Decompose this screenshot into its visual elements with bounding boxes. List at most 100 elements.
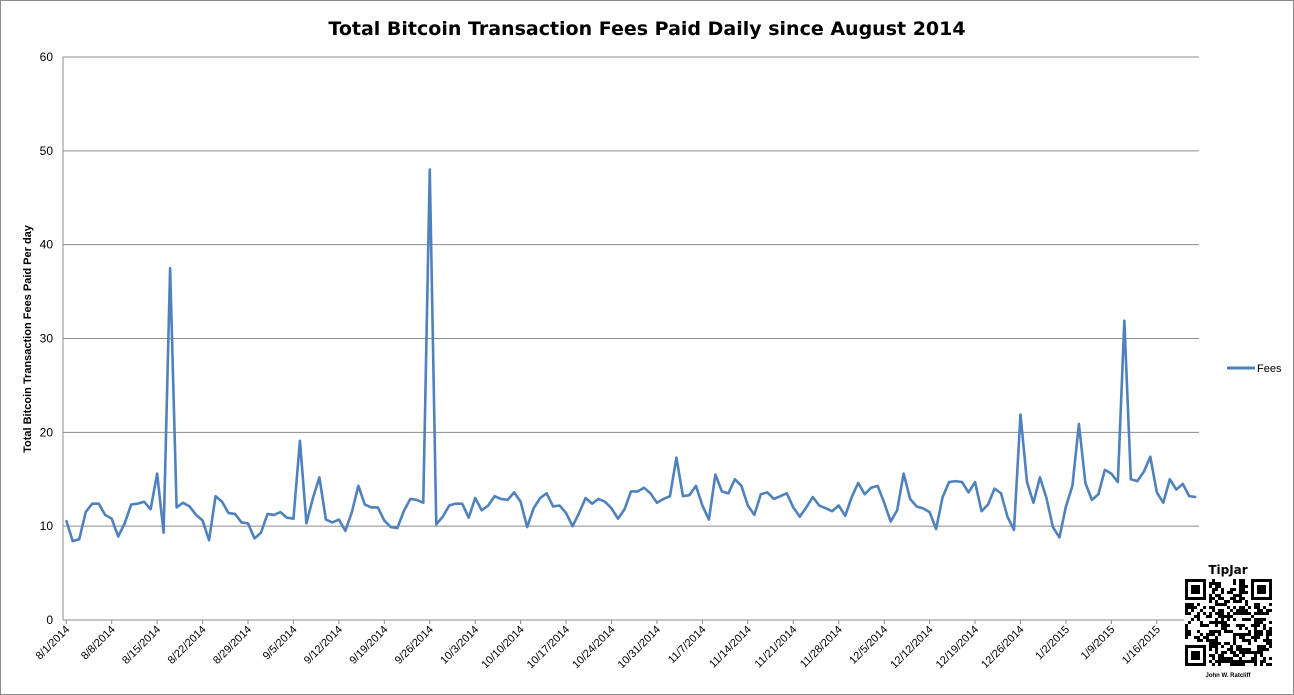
- data-point: [734, 478, 736, 481]
- x-tick-label: 1/2/2015: [1033, 624, 1072, 663]
- x-tick-label: 11/28/2014: [798, 624, 845, 671]
- data-point: [701, 504, 704, 507]
- qr-module: [1254, 651, 1257, 654]
- y-tick-label: 10: [40, 519, 54, 533]
- qr-module: [1239, 606, 1242, 609]
- qr-module: [1266, 642, 1269, 645]
- data-point: [351, 511, 353, 513]
- qr-module: [1215, 639, 1218, 642]
- x-tick-label: 1/9/2015: [1079, 624, 1118, 663]
- qr-module: [1188, 630, 1191, 633]
- qr-module: [1227, 591, 1230, 594]
- data-point: [1181, 483, 1184, 485]
- qr-module: [1239, 612, 1242, 615]
- data-point: [1091, 499, 1093, 501]
- data-point: [1045, 497, 1048, 499]
- qr-module: [1236, 633, 1239, 636]
- qr-module: [1245, 639, 1248, 642]
- qr-module: [1263, 639, 1266, 642]
- data-point: [980, 510, 983, 512]
- qr-finder-core: [1191, 585, 1200, 594]
- qr-module: [1227, 624, 1230, 627]
- qr-module: [1242, 648, 1245, 651]
- qr-module: [1209, 660, 1212, 663]
- qr-module: [1236, 663, 1239, 666]
- data-point: [597, 498, 600, 500]
- qr-module: [1215, 645, 1218, 648]
- qr-module: [1239, 588, 1242, 591]
- qr-module: [1263, 618, 1266, 621]
- data-point: [441, 515, 444, 518]
- qr-module: [1212, 579, 1215, 582]
- qr-module: [1233, 639, 1236, 642]
- qr-module: [1218, 585, 1221, 588]
- data-point: [273, 514, 275, 516]
- qr-module: [1263, 645, 1266, 648]
- data-point: [448, 504, 451, 507]
- qr-module: [1245, 627, 1248, 630]
- qr-module: [1266, 612, 1269, 615]
- qr-module: [1248, 648, 1251, 651]
- data-point: [656, 501, 658, 504]
- qr-module: [1239, 660, 1242, 663]
- data-point: [84, 511, 87, 513]
- qr-module: [1242, 612, 1245, 615]
- qr-module: [1239, 648, 1242, 651]
- data-point: [558, 504, 561, 507]
- qr-module: [1266, 630, 1269, 633]
- data-point: [941, 496, 944, 498]
- qr-module: [1248, 660, 1251, 663]
- data-point: [136, 502, 139, 505]
- qr-module: [1242, 663, 1245, 666]
- data-point: [422, 501, 425, 504]
- data-point: [760, 493, 762, 496]
- data-point: [188, 505, 191, 508]
- qr-module: [1188, 621, 1191, 624]
- data-point: [785, 492, 788, 495]
- qr-module: [1209, 594, 1212, 597]
- data-point: [130, 503, 132, 506]
- qr-module: [1215, 624, 1218, 627]
- qr-module: [1221, 609, 1224, 612]
- data-point: [1188, 495, 1191, 497]
- qr-module: [1230, 651, 1233, 654]
- qr-module: [1254, 618, 1257, 621]
- data-point: [682, 495, 684, 497]
- qr-module: [1269, 642, 1272, 645]
- qr-module: [1242, 660, 1245, 663]
- qr-module: [1236, 594, 1239, 597]
- qr-module: [1230, 591, 1233, 594]
- qr-module: [1224, 657, 1227, 660]
- data-point: [415, 499, 418, 501]
- data-point: [487, 504, 489, 507]
- data-point: [961, 481, 963, 483]
- qr-module: [1236, 612, 1239, 615]
- qr-module: [1221, 660, 1224, 663]
- qr-module: [1215, 642, 1218, 645]
- qr-module: [1230, 648, 1233, 651]
- qr-module: [1248, 639, 1251, 642]
- qr-module: [1230, 609, 1233, 612]
- qr-module: [1257, 636, 1260, 639]
- qr-module: [1254, 624, 1257, 627]
- x-tick-label: 10/31/2014: [616, 624, 663, 671]
- qr-module: [1221, 627, 1224, 630]
- qr-module: [1218, 621, 1221, 624]
- qr-module: [1245, 600, 1248, 603]
- qr-module: [1257, 621, 1260, 624]
- qr-module: [1239, 579, 1242, 582]
- qr-module: [1242, 606, 1245, 609]
- data-point: [922, 507, 924, 510]
- qr-module: [1185, 612, 1188, 615]
- qr-module: [1221, 651, 1224, 654]
- qr-module: [1218, 660, 1221, 663]
- data-point: [889, 520, 892, 523]
- qr-module: [1209, 600, 1212, 603]
- qr-module: [1254, 630, 1257, 633]
- qr-module: [1218, 642, 1221, 645]
- qr-module: [1245, 660, 1248, 663]
- qr-module: [1203, 612, 1206, 615]
- qr-module: [1218, 597, 1221, 600]
- qr-module: [1212, 591, 1215, 594]
- x-tick-label: 9/19/2014: [347, 624, 390, 667]
